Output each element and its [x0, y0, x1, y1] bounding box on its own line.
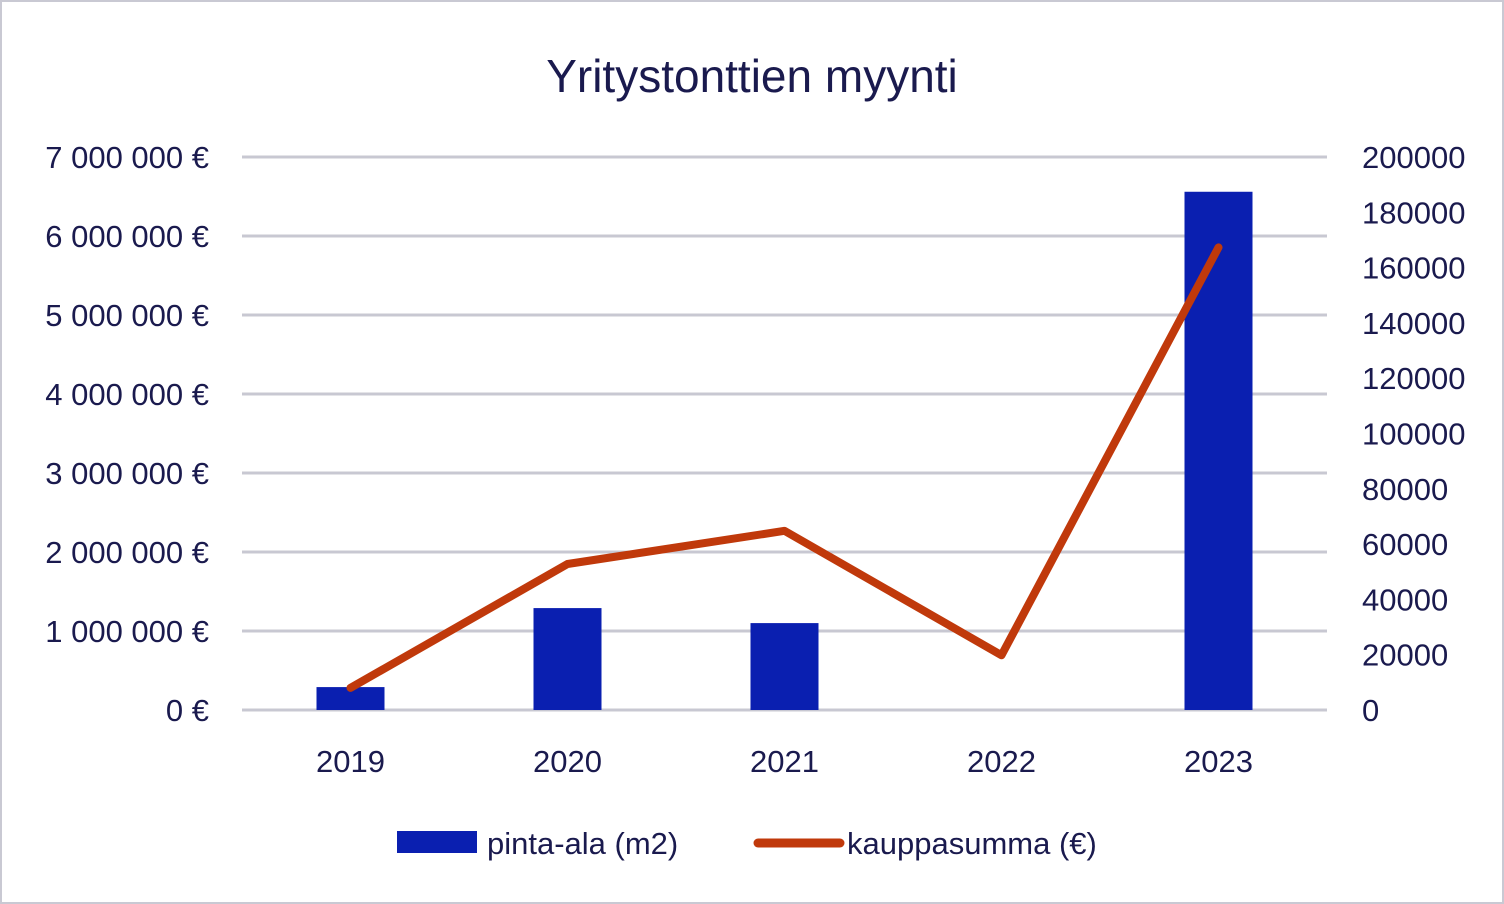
- chart-title: Yritystonttien myynti: [546, 50, 958, 102]
- left-axis-tick-label: 3 000 000 €: [45, 456, 209, 491]
- right-axis-tick-label: 100000: [1362, 417, 1465, 452]
- x-axis-tick-label: 2022: [967, 744, 1036, 779]
- x-axis-tick-label: 2019: [316, 744, 385, 779]
- bar: [1184, 191, 1253, 710]
- right-axis-tick-label: 20000: [1362, 638, 1448, 673]
- left-axis-tick-label: 5 000 000 €: [45, 298, 209, 333]
- right-axis-tick-label: 180000: [1362, 195, 1465, 230]
- left-axis-tick-label: 2 000 000 €: [45, 535, 209, 570]
- right-axis-tick-label: 60000: [1362, 527, 1448, 562]
- bar: [316, 687, 385, 710]
- x-axis-tick-label: 2023: [1184, 744, 1253, 779]
- left-axis-labels: 0 € 1 000 000 € 2 000 000 € 3 000 000 € 4 00…: [45, 140, 209, 728]
- legend-bar-swatch: [397, 831, 477, 853]
- left-axis-tick-label: 1 000 000 €: [45, 614, 209, 649]
- right-axis-tick-label: 40000: [1362, 582, 1448, 617]
- legend-line-label: kauppasumma (€): [847, 826, 1097, 861]
- bar-series: [316, 191, 1253, 710]
- left-axis-tick-label: 6 000 000 €: [45, 219, 209, 254]
- x-axis-tick-label: 2020: [533, 744, 602, 779]
- x-axis-tick-label: 2021: [750, 744, 819, 779]
- left-axis-tick-label: 4 000 000 €: [45, 377, 209, 412]
- gridlines: [242, 155, 1327, 712]
- right-axis-labels: 0 20000 40000 60000 80000 100000 120000 140000 1…: [1362, 140, 1465, 728]
- left-axis-tick-label: 7 000 000 €: [45, 140, 209, 175]
- right-axis-tick-label: 120000: [1362, 361, 1465, 396]
- line-series: [346, 243, 1223, 692]
- x-axis-labels: 2019 2020 2021 2022 2023: [316, 744, 1253, 779]
- legend: pinta-ala (m2) kauppasumma (€): [397, 826, 1097, 861]
- bar: [533, 608, 602, 710]
- right-axis-tick-label: 80000: [1362, 472, 1448, 507]
- bar: [750, 623, 819, 710]
- right-axis-tick-label: 0: [1362, 693, 1379, 728]
- line-path: [346, 243, 1223, 692]
- legend-bar-label: pinta-ala (m2): [487, 826, 678, 861]
- right-axis-tick-label: 200000: [1362, 140, 1465, 175]
- right-axis-tick-label: 160000: [1362, 251, 1465, 286]
- right-axis-tick-label: 140000: [1362, 306, 1465, 341]
- left-axis-tick-label: 0 €: [166, 693, 209, 728]
